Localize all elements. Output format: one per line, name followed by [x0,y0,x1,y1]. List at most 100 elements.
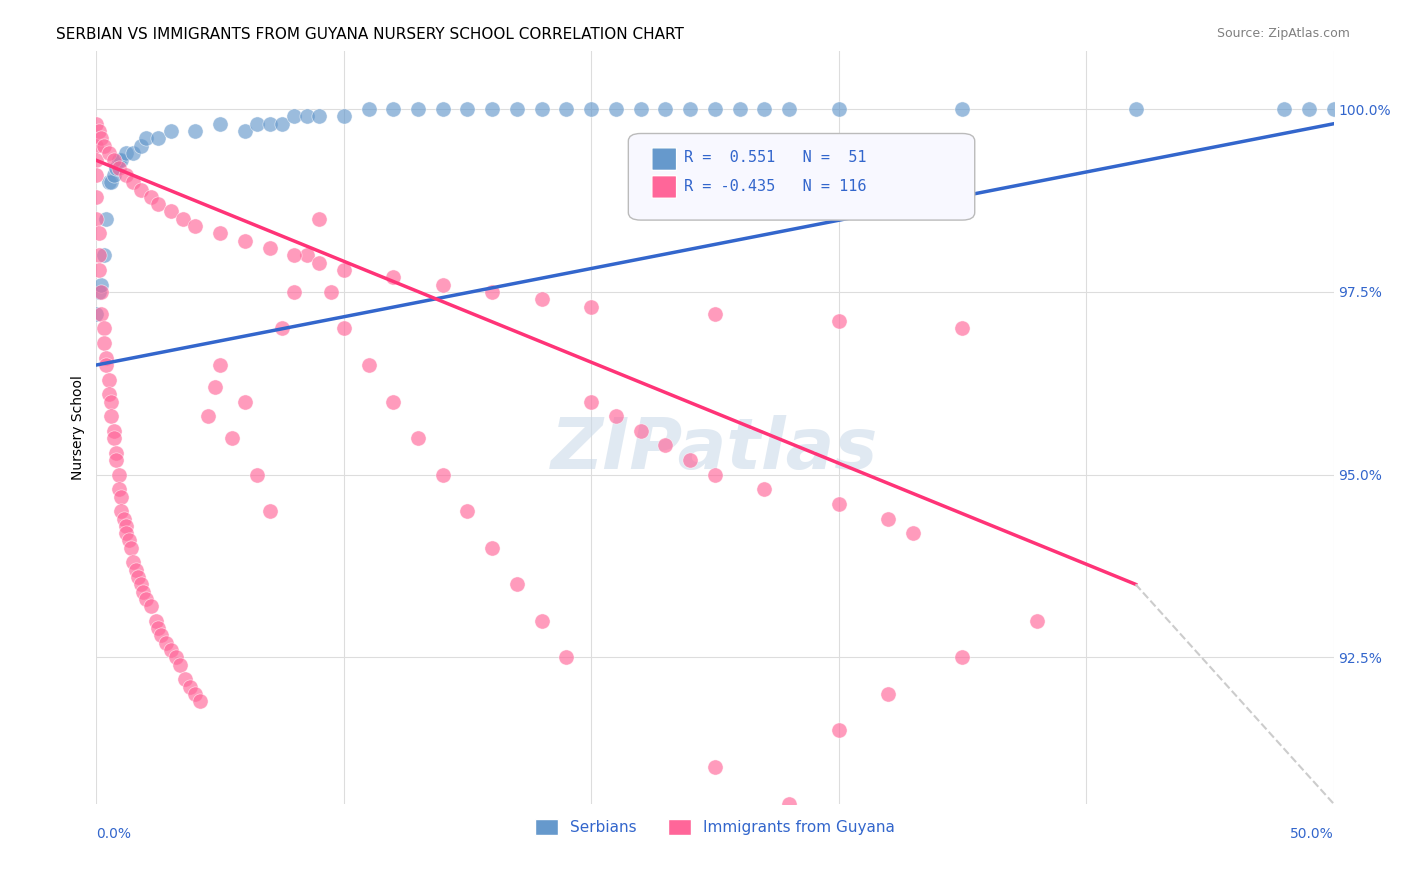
Point [90,307,112,321]
Point [754,102,776,116]
Point [827,102,849,116]
Point [135,591,157,606]
Point [605,409,627,424]
Point [100,175,122,189]
Point [103,431,125,445]
Point [159,124,181,138]
Point [86,138,108,153]
Point [86,211,108,226]
Point [93,248,115,262]
Point [530,102,553,116]
Point [827,497,849,511]
Point [103,153,125,168]
Point [246,117,269,131]
Point [184,219,207,233]
Point [259,117,281,131]
FancyBboxPatch shape [652,176,676,198]
Point [295,110,318,124]
Point [283,285,305,299]
Point [579,300,602,314]
Point [703,102,725,116]
FancyBboxPatch shape [652,148,676,170]
Point [406,102,429,116]
Point [105,453,128,467]
Point [86,307,108,321]
Point [630,424,652,438]
Point [86,168,108,182]
Point [703,467,725,482]
Point [120,541,142,555]
Text: R =  0.551   N =  51: R = 0.551 N = 51 [683,150,866,165]
Point [555,102,578,116]
Point [155,636,177,650]
Point [197,409,219,424]
Point [87,263,110,277]
Point [754,483,776,497]
Point [87,285,110,299]
Point [100,409,122,424]
Point [233,394,256,409]
Point [246,467,269,482]
Point [333,110,356,124]
Point [132,584,155,599]
Point [149,628,172,642]
Point [93,336,115,351]
Point [827,314,849,328]
Point [555,650,578,665]
Text: 50.0%: 50.0% [1289,827,1333,841]
Point [90,285,112,299]
Point [148,621,170,635]
Point [506,577,529,591]
Point [271,321,294,335]
Point [308,110,330,124]
Point [679,453,702,467]
Point [233,124,256,138]
Point [778,102,800,116]
Point [122,555,145,569]
Point [97,387,120,401]
Point [174,673,197,687]
Point [271,117,294,131]
Point [148,197,170,211]
Point [432,467,454,482]
Point [209,227,232,241]
Point [129,183,152,197]
Point [112,511,135,525]
Point [148,131,170,145]
Point [654,438,676,452]
Point [159,204,181,219]
Point [86,153,108,168]
Point [110,504,132,518]
Point [1322,102,1344,116]
Point [481,541,503,555]
Point [107,161,129,175]
Point [703,307,725,321]
Point [127,570,149,584]
Point [107,467,129,482]
Point [703,760,725,774]
Point [169,657,191,672]
Point [179,680,201,694]
Point [125,563,148,577]
Point [110,490,132,504]
Point [172,211,194,226]
Point [728,102,751,116]
Point [105,161,128,175]
Point [1298,102,1320,116]
Point [96,211,118,226]
Point [630,102,652,116]
Point [100,394,122,409]
Point [86,190,108,204]
Point [184,124,207,138]
Point [877,687,900,701]
Point [103,168,125,182]
FancyBboxPatch shape [628,134,974,220]
Point [87,248,110,262]
Point [221,431,243,445]
Point [579,102,602,116]
Point [107,153,129,168]
Point [321,285,343,299]
Point [209,358,232,372]
Point [457,102,479,116]
Point [96,358,118,372]
